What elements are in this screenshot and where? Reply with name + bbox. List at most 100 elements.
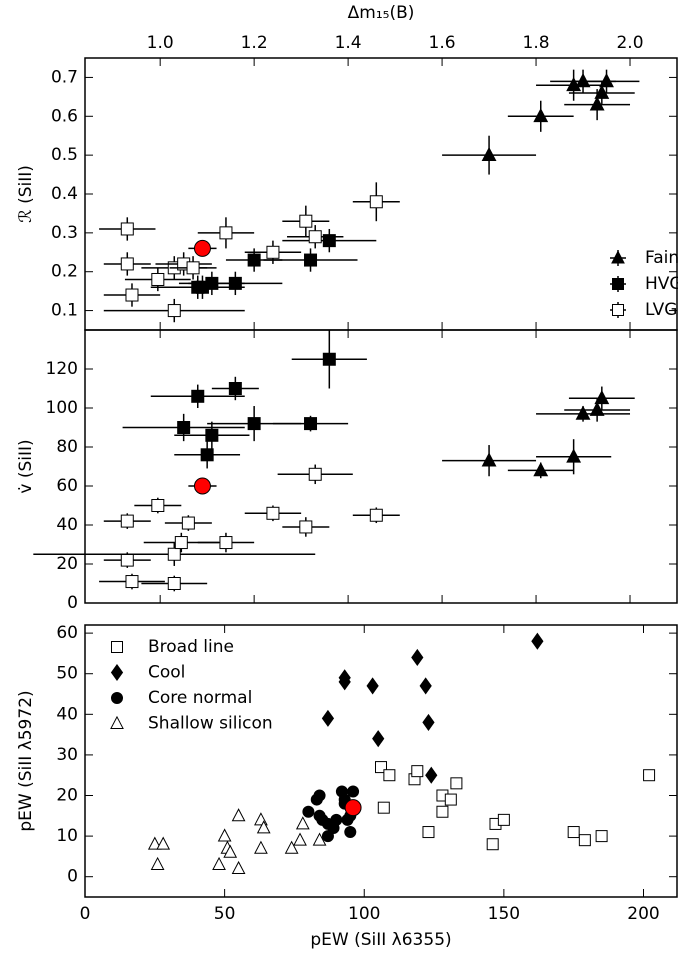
point [375, 761, 387, 774]
point [578, 834, 591, 847]
point [425, 766, 438, 784]
legend-label: Broad line [148, 637, 234, 657]
x-tick-label: 1.6 [429, 33, 456, 53]
legend-marker [612, 304, 624, 316]
y-axis-label: v̇ (SiII) [16, 439, 36, 493]
point [174, 536, 188, 550]
point [419, 677, 432, 695]
point [193, 239, 211, 257]
point [217, 828, 232, 842]
point [567, 826, 580, 839]
point [575, 405, 591, 420]
point [599, 73, 614, 88]
point [167, 304, 181, 318]
point [302, 805, 315, 818]
point [321, 830, 334, 843]
point [444, 793, 457, 806]
point [191, 389, 205, 403]
point [200, 448, 214, 462]
point [338, 673, 351, 691]
y-tick-label: 20 [56, 554, 78, 574]
point [219, 226, 233, 240]
point [181, 516, 195, 530]
x-axis-label: pEW (SiII λ6355) [310, 930, 451, 950]
point [308, 230, 322, 244]
point [372, 730, 385, 748]
y-axis-label: ℛ (SiII) [16, 165, 36, 223]
point [177, 421, 191, 434]
point [344, 826, 357, 839]
x-tick-label: 50 [214, 904, 236, 924]
point [147, 836, 162, 850]
point [369, 508, 383, 522]
point [125, 288, 139, 302]
point [308, 467, 322, 481]
point [120, 553, 134, 567]
legend-marker [110, 715, 124, 729]
point [228, 276, 242, 290]
y-tick-label: 0.7 [51, 67, 78, 87]
y-tick-label: 30 [56, 745, 78, 765]
y-tick-label: 80 [56, 437, 78, 457]
y-tick-label: 0.2 [51, 262, 78, 282]
point [330, 813, 343, 826]
point [299, 520, 313, 534]
point [497, 813, 510, 826]
point [531, 632, 544, 650]
point [186, 261, 200, 275]
legend-label: Shallow silicon [148, 714, 273, 734]
legend-label: HVG [645, 274, 678, 294]
x-tick-label: 1.0 [147, 33, 174, 53]
point [125, 575, 139, 589]
point [594, 389, 610, 405]
legend-label: Core normal [148, 688, 252, 708]
x-tick-label: 1.4 [335, 33, 362, 53]
point [284, 840, 299, 854]
y-tick-label: 10 [56, 826, 78, 846]
y-tick-label: 0.1 [51, 301, 78, 321]
point [377, 801, 390, 814]
y-tick-label: 0 [67, 593, 78, 613]
x-tick-label: 1.2 [241, 33, 268, 53]
point [595, 830, 608, 843]
y-tick-label: 40 [56, 704, 78, 724]
point [422, 713, 435, 731]
point [322, 352, 336, 366]
point [256, 820, 271, 834]
point [293, 832, 307, 846]
point [120, 514, 134, 528]
point [167, 577, 181, 590]
y-tick-label: 120 [46, 359, 78, 379]
point [486, 838, 499, 851]
point [167, 547, 181, 561]
y-tick-label: 20 [56, 786, 78, 806]
point [566, 76, 582, 92]
point [436, 805, 449, 818]
y-tick-label: 40 [56, 515, 78, 535]
point [120, 257, 134, 271]
x-tick-label: 100 [348, 904, 380, 924]
point [266, 245, 280, 259]
y-tick-label: 0.4 [51, 184, 78, 204]
point [481, 146, 497, 162]
x-tick-label: 2.0 [616, 33, 643, 53]
point [533, 108, 549, 123]
x-tick-label: 1.8 [523, 33, 550, 53]
point [533, 462, 549, 477]
point [347, 785, 360, 798]
point [383, 769, 396, 782]
y-tick-label: 0.5 [51, 145, 78, 165]
point [247, 417, 261, 431]
y-tick-label: 60 [56, 476, 78, 496]
point [411, 648, 424, 667]
y-axis-label: pEW (SiII λ5972) [16, 690, 36, 831]
point [151, 272, 165, 286]
point [231, 808, 246, 822]
y-tick-label: 0.6 [51, 106, 78, 126]
x-tick-label: 150 [488, 904, 520, 924]
x-axis-label: Δm₁₅(B) [348, 3, 415, 23]
point [450, 777, 463, 790]
y-tick-label: 0.3 [51, 223, 78, 243]
point [150, 856, 165, 870]
